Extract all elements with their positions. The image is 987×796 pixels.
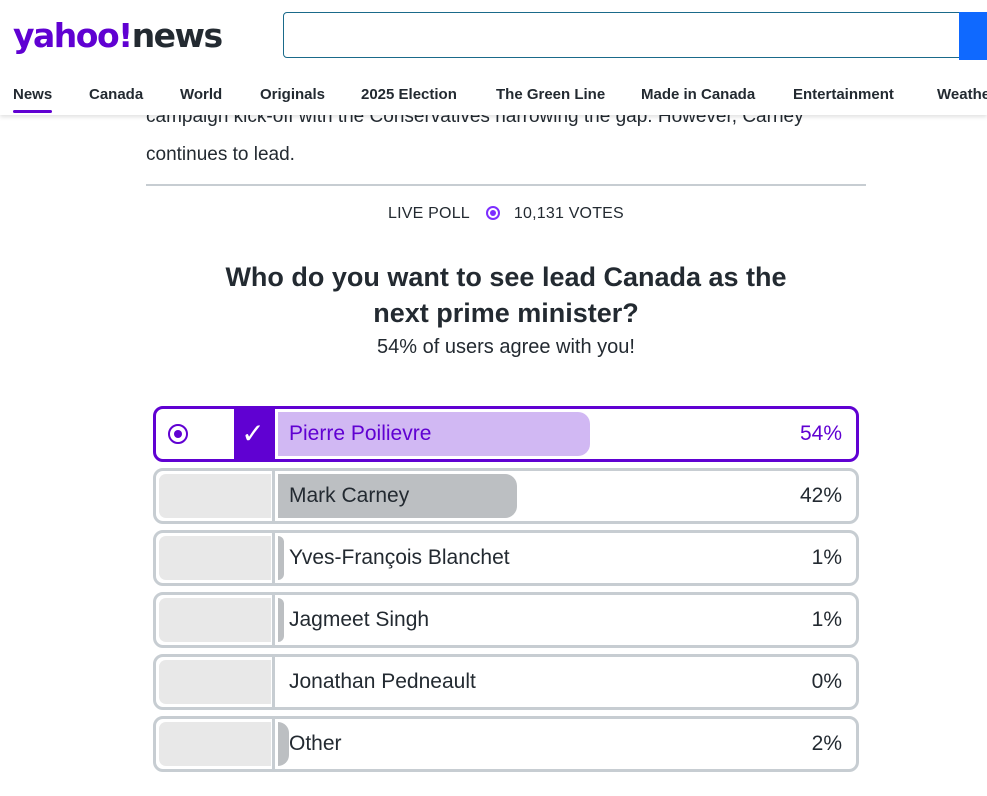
option-separator bbox=[272, 533, 275, 583]
search-button[interactable] bbox=[959, 12, 987, 60]
nav-item-made-in-canada[interactable]: Made in Canada bbox=[641, 86, 756, 103]
option-percent: 1% bbox=[811, 608, 842, 631]
percent-bar bbox=[278, 722, 289, 766]
nav-item-entertainment[interactable]: Entertainment bbox=[793, 86, 894, 103]
selected-radio-icon bbox=[168, 424, 188, 444]
poll-agree-text: 54% of users agree with you! bbox=[377, 336, 635, 358]
option-label: Yves-François Blanchet bbox=[289, 546, 510, 569]
live-dot-icon bbox=[485, 206, 500, 220]
option-label: Mark Carney bbox=[289, 484, 410, 507]
option-label: Other bbox=[289, 732, 342, 755]
poll-option[interactable]: Jonathan Pedneault 0% bbox=[153, 654, 859, 710]
option-select-area[interactable] bbox=[159, 660, 271, 704]
live-poll-label: LIVE POLL bbox=[388, 205, 470, 222]
option-separator bbox=[272, 595, 275, 645]
option-separator bbox=[272, 657, 275, 707]
percent-bar bbox=[278, 474, 517, 518]
poll-meta: LIVE POLL 10,131 VOTES bbox=[0, 205, 987, 223]
nav-item-2025-election[interactable]: 2025 Election bbox=[361, 86, 457, 103]
option-percent: 1% bbox=[811, 546, 842, 569]
option-separator bbox=[272, 719, 275, 769]
percent-bar bbox=[278, 598, 284, 642]
option-select-area[interactable] bbox=[159, 722, 271, 766]
option-separator bbox=[272, 471, 275, 521]
site-header: yahoo!news News Canada World Originals 2… bbox=[0, 0, 987, 115]
nav-item-world[interactable]: World bbox=[180, 86, 223, 103]
nav-item-originals[interactable]: Originals bbox=[260, 86, 326, 103]
article-line: continues to lead. bbox=[146, 144, 295, 165]
percent-bar bbox=[278, 412, 590, 456]
poll-question: Who do you want to see lead Canada as th… bbox=[225, 262, 787, 328]
option-label: Jagmeet Singh bbox=[289, 608, 430, 631]
yahoo-news-logo[interactable]: yahoo!news bbox=[13, 16, 223, 55]
checkmark-icon: ✓ bbox=[234, 409, 272, 459]
option-percent: 42% bbox=[799, 484, 842, 507]
poll-option[interactable]: Yves-François Blanchet 1% bbox=[153, 530, 859, 586]
option-select-area[interactable] bbox=[159, 598, 271, 642]
poll-option[interactable]: Jagmeet Singh 1% bbox=[153, 592, 859, 648]
poll-option[interactable]: Mark Carney 42% bbox=[153, 468, 859, 524]
vote-count: 10,131 VOTES bbox=[513, 205, 624, 222]
option-select-area[interactable] bbox=[159, 536, 271, 580]
option-percent: 54% bbox=[799, 422, 842, 445]
nav-item-the-green-line[interactable]: The Green Line bbox=[496, 86, 606, 103]
nav-item-canada[interactable]: Canada bbox=[89, 86, 144, 103]
poll-option[interactable]: ✓ Pierre Poilievre 54% bbox=[153, 406, 859, 462]
poll-option[interactable]: Other 2% bbox=[153, 716, 859, 772]
search-input[interactable] bbox=[284, 13, 972, 57]
nav-item-news[interactable]: News bbox=[13, 86, 53, 113]
nav-item-weather[interactable]: Weathe bbox=[937, 86, 987, 103]
option-label: Jonathan Pedneault bbox=[289, 670, 476, 693]
main-nav: News Canada World Originals 2025 Electio… bbox=[0, 80, 987, 115]
option-percent: 0% bbox=[811, 670, 842, 693]
divider bbox=[146, 184, 866, 186]
option-label: Pierre Poilievre bbox=[289, 422, 432, 445]
option-select-area[interactable] bbox=[159, 474, 271, 518]
percent-bar bbox=[278, 536, 284, 580]
option-separator bbox=[272, 409, 275, 459]
option-percent: 2% bbox=[811, 732, 842, 755]
search-box[interactable] bbox=[283, 12, 973, 58]
